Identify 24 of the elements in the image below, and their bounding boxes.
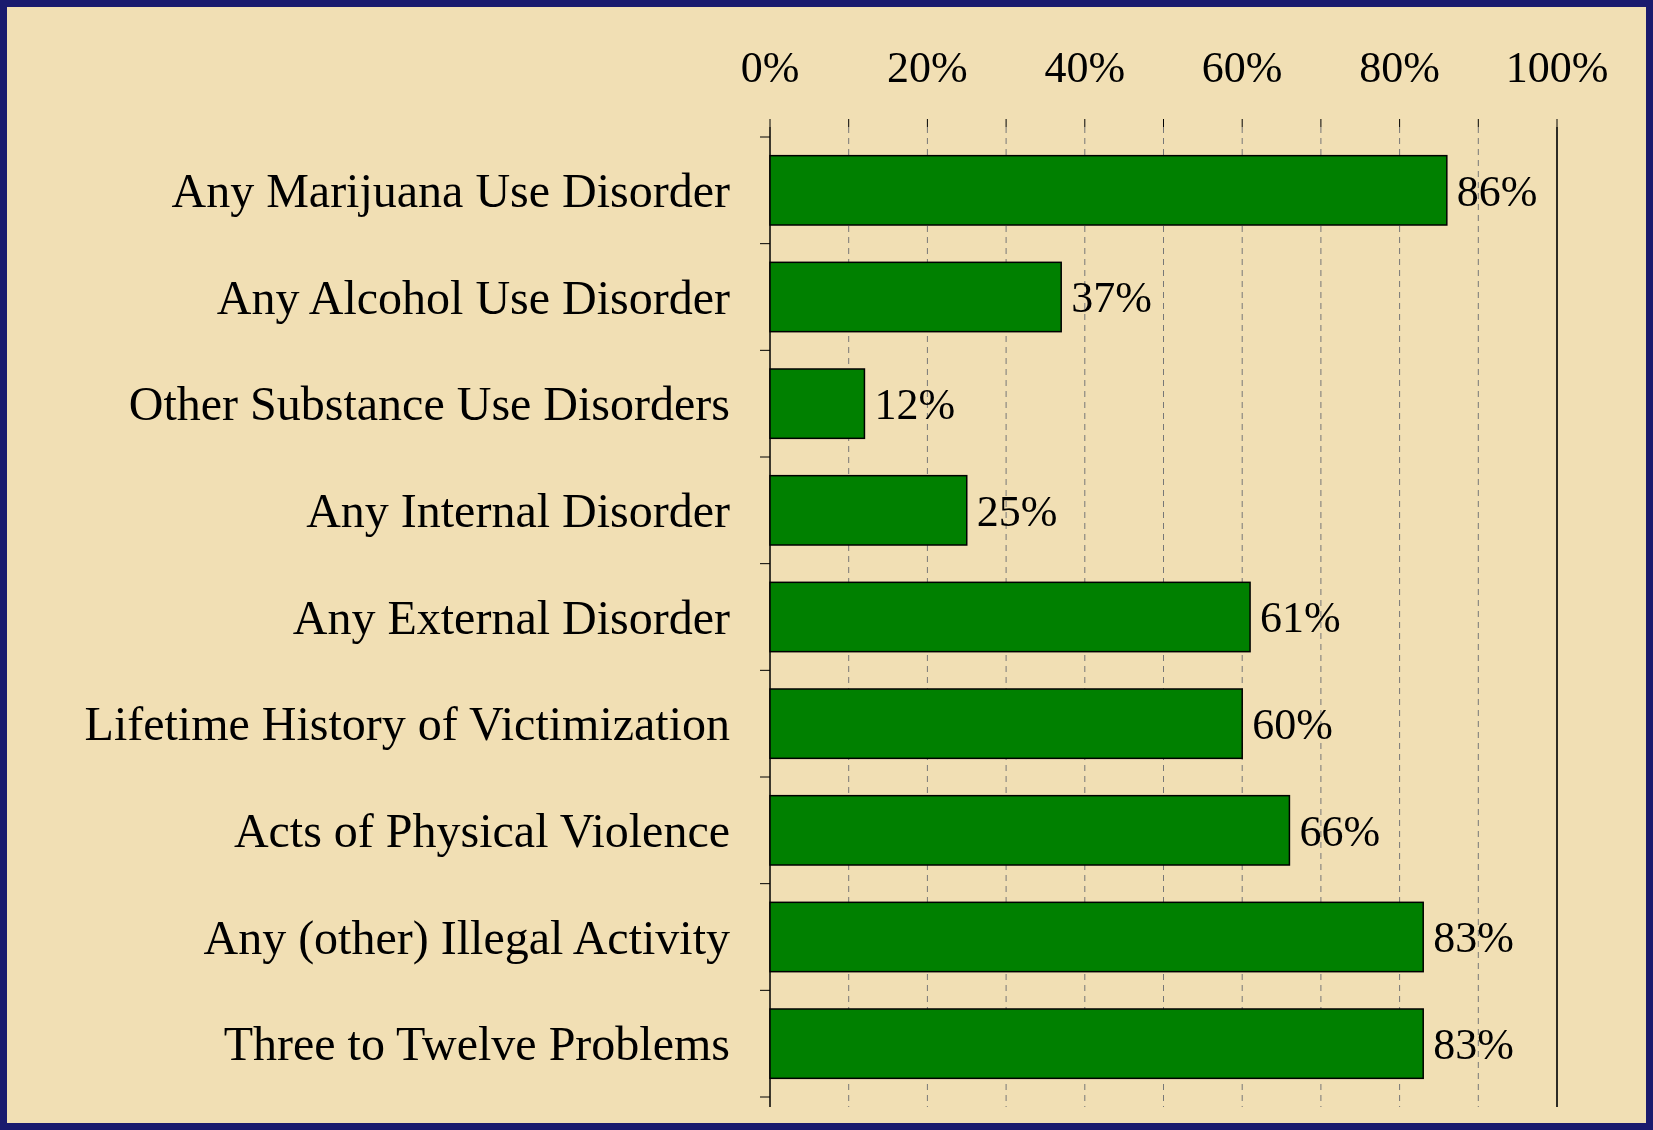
data-label: 61% [1260, 593, 1341, 643]
x-tick-label: 0% [740, 43, 800, 92]
y-tick-label: Any (other) Illegal Activity [203, 910, 730, 965]
x-tick-label: 100% [1505, 43, 1609, 92]
data-label: 86% [1456, 166, 1538, 216]
x-tick-label: 40% [1044, 43, 1126, 92]
y-tick-label: Any Alcohol Use Disorder [216, 270, 731, 324]
data-label: 66% [1299, 806, 1381, 856]
y-tick-label: Any Marijuana Use Disorder [171, 164, 731, 218]
y-tick-label: Lifetime History of Victimization [84, 697, 730, 751]
y-tick-label: Any Internal Disorder [306, 484, 731, 538]
data-label: 60% [1252, 700, 1333, 750]
data-label: 83% [1433, 1020, 1514, 1070]
x-tick-label: 80% [1359, 43, 1440, 92]
x-tick-label: 60% [1201, 43, 1283, 92]
y-tick-label: Three to Twelve Problems [223, 1017, 730, 1071]
data-label: 37% [1071, 273, 1152, 323]
data-label: 83% [1433, 913, 1514, 963]
y-tick-label: Any External Disorder [292, 590, 731, 644]
data-label: 25% [976, 486, 1058, 536]
data-label: 12% [874, 380, 956, 430]
y-tick-label: Other Substance Use Disorders [128, 377, 730, 431]
x-tick-label: 20% [887, 43, 968, 92]
y-tick-label: Acts of Physical Violence [233, 804, 730, 858]
